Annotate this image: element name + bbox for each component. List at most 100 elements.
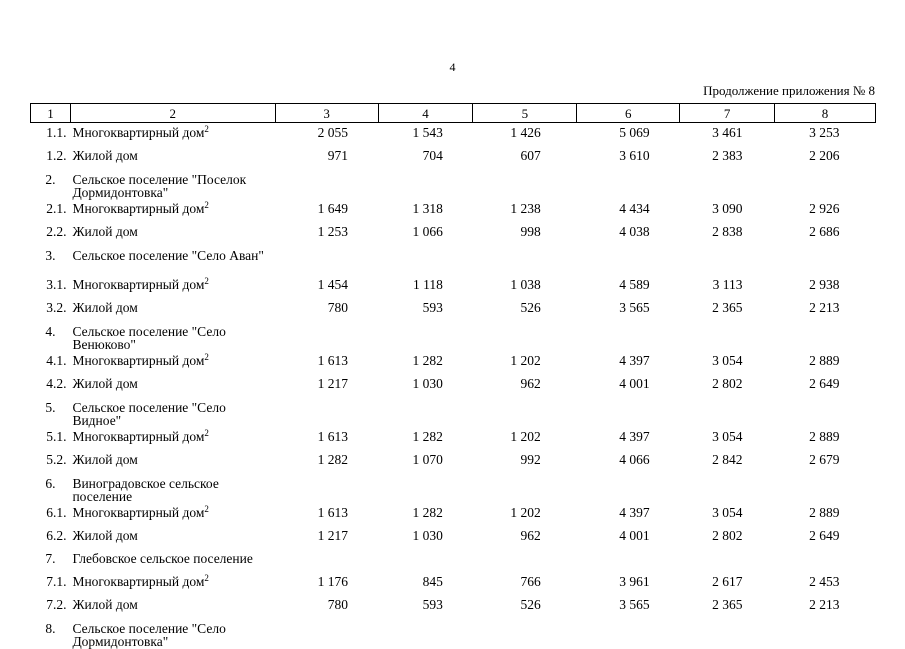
value-col-4 (378, 245, 473, 275)
value-col-3: 1 217 (317, 376, 349, 391)
value-col-4: 1 118 (413, 277, 443, 292)
header-row: 1 2 3 4 5 6 7 8 (30, 103, 876, 123)
value-col-8: 3 253 (809, 125, 840, 140)
value-col-5 (473, 245, 577, 275)
row-name-cell: Жилой дом (70, 146, 275, 169)
header-col-7: 7 (679, 103, 776, 123)
row-name: Глебовское сельское поселение (72, 551, 253, 566)
row-name: Сельское поселение "Село Венюково" (72, 324, 226, 352)
value-col-3: 971 (327, 148, 349, 163)
value-col-8: 2 649 (809, 376, 840, 391)
value-col-7 (680, 618, 775, 648)
value-col-5: 998 (520, 224, 541, 239)
settlement-row: 7. Глебовское сельское поселение (31, 549, 876, 572)
header-col-5: 5 (472, 103, 578, 123)
row-name-cell: Сельское поселение "Поселок Дормидонтовк… (70, 169, 275, 200)
value-col-3: 2 055 (317, 125, 349, 140)
row-index: 1.2. (46, 148, 67, 163)
row-name-cell: Сельское поселение "Село Венюково" (70, 321, 275, 352)
row-name-cell: Жилой дом (70, 374, 275, 397)
row-name: Жилой дом (72, 224, 138, 239)
value-col-8: 2 213 (809, 300, 840, 315)
value-col-4: 1 030 (412, 376, 443, 391)
value-col-6: 3 610 (619, 148, 650, 163)
value-col-4: 1 318 (412, 201, 443, 216)
row-index: 2. (45, 172, 56, 187)
row-name: Многоквартирный дом (72, 429, 205, 444)
value-col-6 (577, 169, 680, 199)
value-col-6: 4 397 (619, 353, 650, 368)
row-name-cell: Сельское поселение "Село Видное" (70, 397, 275, 428)
settlement-row: 2. Сельское поселение "Поселок Дормидонто… (31, 169, 876, 200)
page-number: 4 (449, 60, 456, 74)
row-name-cell: Жилой дом (70, 595, 275, 618)
row-index: 3.1. (46, 277, 67, 292)
value-col-3 (275, 618, 378, 648)
table-row: 7.2. Жилой дом 780 593 526 3 565 2 365 2 213 (31, 595, 876, 618)
table-row: 3.2. Жилой дом 780 593 526 3 565 2 365 2 213 (31, 298, 876, 321)
value-col-3: 1 454 (317, 277, 349, 292)
value-col-5: 1 202 (510, 429, 541, 444)
value-col-5 (473, 549, 577, 572)
value-col-4 (378, 397, 473, 427)
table-row: 4.1. Многоквартирный дом2 1 613 1 282 1 202 4… (31, 351, 876, 374)
value-col-4: 704 (422, 148, 443, 163)
footnote-mark: 2 (204, 124, 209, 134)
value-col-5: 1 038 (510, 277, 541, 292)
value-col-5 (473, 169, 577, 199)
value-col-8 (775, 245, 876, 275)
value-col-8: 2 889 (809, 505, 840, 520)
value-col-5 (473, 397, 577, 427)
footnote-mark: 2 (204, 352, 209, 362)
continuation-label: Продолжение приложения № 8 (703, 83, 875, 98)
value-col-5: 962 (520, 376, 541, 391)
row-name: Сельское поселение "Село Дормидонтовка" (72, 621, 226, 649)
row-index: 8. (45, 621, 56, 636)
value-col-8 (775, 549, 876, 572)
value-col-6 (577, 473, 680, 503)
row-name: Многоквартирный дом (72, 574, 205, 589)
value-col-8: 2 453 (809, 574, 840, 589)
value-col-8: 2 679 (809, 452, 840, 467)
row-name: Жилой дом (72, 528, 138, 543)
header-col-8: 8 (774, 103, 876, 123)
value-col-4: 593 (422, 597, 443, 612)
value-col-7: 3 090 (712, 201, 743, 216)
row-index: 6. (45, 476, 56, 491)
row-name-cell: Многоквартирный дом2 (70, 123, 275, 147)
header-col-3: 3 (274, 103, 379, 123)
value-col-4: 1 066 (412, 224, 443, 239)
footnote-mark: 2 (204, 573, 209, 583)
row-name: Сельское поселение "Село Аван" (72, 248, 264, 263)
header-col-1: 1 (30, 103, 71, 123)
row-index: 4. (45, 324, 56, 339)
settlement-row: 4. Сельское поселение "Село Венюково" (31, 321, 876, 352)
value-col-8: 2 206 (809, 148, 840, 163)
table-body: 1.1. Многоквартирный дом2 2 055 1 543 1 426 5… (31, 123, 876, 649)
value-col-4: 593 (422, 300, 443, 315)
row-name-cell: Жилой дом (70, 450, 275, 473)
value-col-4 (378, 321, 473, 351)
value-col-3: 1 649 (317, 201, 349, 216)
row-name-cell: Многоквартирный дом2 (70, 572, 275, 595)
value-col-3: 1 217 (317, 528, 349, 543)
row-name-cell: Сельское поселение "Село Аван" (70, 245, 275, 275)
row-name: Жилой дом (72, 300, 138, 315)
value-col-3: 1 613 (317, 429, 349, 444)
row-name-cell: Глебовское сельское поселение (70, 549, 275, 572)
row-index: 7. (45, 551, 56, 566)
value-col-7: 2 842 (712, 452, 743, 467)
value-col-6: 4 434 (619, 201, 650, 216)
settlement-row: 5. Сельское поселение "Село Видное" (31, 397, 876, 428)
row-index: 1.1. (46, 125, 67, 140)
value-col-6 (577, 245, 680, 275)
row-name: Жилой дом (72, 597, 138, 612)
value-col-7 (680, 169, 775, 199)
value-col-5: 962 (520, 528, 541, 543)
value-col-4: 1 543 (412, 125, 443, 140)
value-col-7: 2 383 (712, 148, 743, 163)
row-index: 7.2. (46, 597, 67, 612)
row-index: 5.1. (46, 429, 67, 444)
value-col-4: 1 282 (412, 353, 443, 368)
row-name-cell: Жилой дом (70, 526, 275, 549)
